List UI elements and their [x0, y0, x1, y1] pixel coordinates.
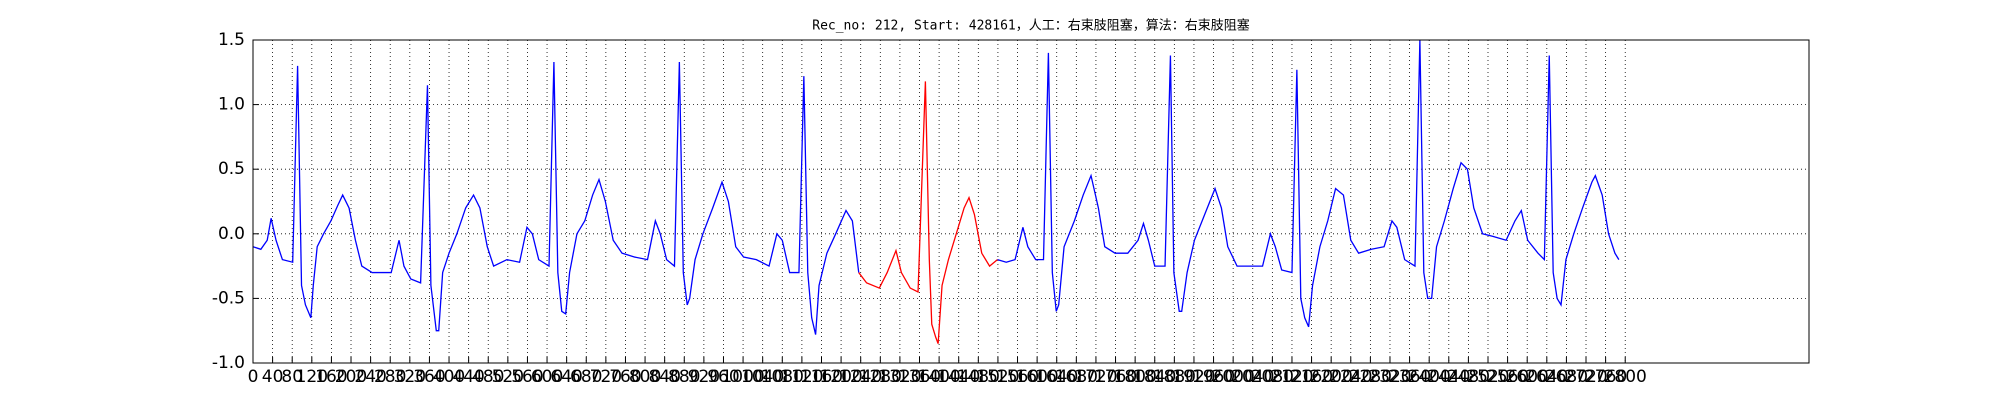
ecg-line — [252, 39, 1620, 335]
x-tick-label: 480 — [472, 367, 504, 387]
x-tick-label: 1800 — [1114, 367, 1157, 387]
y-tick-label: 1.5 — [218, 30, 245, 50]
x-tick-label: 2440 — [1427, 367, 1470, 387]
x-tick-label: 1480 — [957, 367, 1000, 387]
x-tick-label: 1520 — [976, 367, 1019, 387]
x-tick-label: 80 — [281, 367, 303, 387]
x-tick-label: 640 — [550, 367, 582, 387]
x-tick-label: 2600 — [1506, 367, 1549, 387]
x-tick-label: 920 — [688, 367, 720, 387]
x-tick-label: 2080 — [1251, 367, 1294, 387]
x-tick-label: 2040 — [1231, 367, 1274, 387]
x-tick-label: 1080 — [761, 367, 804, 387]
x-tick-label: 760 — [609, 367, 641, 387]
x-tick-label: 1240 — [839, 367, 882, 387]
x-tick-label: 2640 — [1525, 367, 1568, 387]
x-tick-label: 960 — [707, 367, 739, 387]
x-tick-label: 680 — [570, 367, 602, 387]
x-tick-label: 1560 — [996, 367, 1039, 387]
x-tick-label: 520 — [492, 367, 524, 387]
y-tick-label: -1.0 — [212, 353, 245, 373]
chart-title: Rec_no: 212, Start: 428161，人工：右束肢阻塞，算法：右… — [812, 18, 1250, 34]
x-tick-label: 280 — [374, 367, 406, 387]
x-tick-label: 2720 — [1564, 367, 1607, 387]
x-tick-label: 240 — [354, 367, 386, 387]
x-tick-label: 1840 — [1133, 367, 1176, 387]
y-tick-label: 0.0 — [218, 224, 245, 244]
x-tick-label: 1280 — [859, 367, 902, 387]
x-tick-label: 200 — [335, 367, 367, 387]
x-tick-label: 2760 — [1584, 367, 1627, 387]
x-tick-label: 440 — [452, 367, 484, 387]
y-tick-label: 1.0 — [218, 95, 245, 115]
x-tick-label: 720 — [590, 367, 622, 387]
x-tick-label: 800 — [629, 367, 661, 387]
x-tick-label: 120 — [296, 367, 328, 387]
x-tick-label: 840 — [648, 367, 680, 387]
y-tick-label: -0.5 — [212, 288, 245, 308]
x-tick-label: 1600 — [1015, 367, 1058, 387]
x-tick-label: 1040 — [741, 367, 784, 387]
x-tick-label: 2560 — [1486, 367, 1529, 387]
x-tick-label: 1880 — [1153, 367, 1196, 387]
x-tick-label: 2280 — [1349, 367, 1392, 387]
x-tick-label: 1120 — [780, 367, 823, 387]
x-tick-label: 40 — [262, 367, 284, 387]
x-tick-label: 2240 — [1329, 367, 1372, 387]
x-tick-label: 2400 — [1408, 367, 1451, 387]
y-tick-label: 0.5 — [218, 159, 245, 179]
x-tick-label: 1400 — [917, 367, 960, 387]
x-tick-label: 2000 — [1212, 367, 1255, 387]
x-tick-label: 160 — [315, 367, 347, 387]
x-tick-label: 1760 — [1094, 367, 1137, 387]
x-tick-label: 320 — [394, 367, 426, 387]
x-tick-label: 400 — [433, 367, 465, 387]
x-tick-label: 560 — [511, 367, 543, 387]
x-tick-label: 1920 — [1172, 367, 1215, 387]
x-tick-label: 0 — [248, 367, 259, 387]
x-tick-label: 1960 — [1192, 367, 1235, 387]
plot-frame — [252, 39, 1810, 364]
x-tick-label: 2320 — [1368, 367, 1411, 387]
x-tick-label: 2520 — [1466, 367, 1509, 387]
x-tick-label: 2800 — [1604, 367, 1647, 387]
x-tick-label: 360 — [413, 367, 445, 387]
x-tick-label: 1640 — [1035, 367, 1078, 387]
x-tick-label: 2120 — [1270, 367, 1313, 387]
x-tick-label: 1360 — [898, 367, 941, 387]
x-tick-label: 1440 — [937, 367, 980, 387]
x-tick-label: 880 — [668, 367, 700, 387]
x-tick-label: 600 — [531, 367, 563, 387]
x-tick-label: 2200 — [1310, 367, 1353, 387]
x-tick-label: 2480 — [1447, 367, 1490, 387]
x-tick-label: 2360 — [1388, 367, 1431, 387]
x-tick-label: 1320 — [878, 367, 921, 387]
x-tick-label: 1200 — [819, 367, 862, 387]
x-tick-label: 1680 — [1055, 367, 1098, 387]
x-tick-label: 2160 — [1290, 367, 1333, 387]
ecg-line — [858, 81, 998, 344]
x-tick-label: 1160 — [800, 367, 843, 387]
x-tick-label: 2680 — [1545, 367, 1588, 387]
x-tick-label: 1000 — [721, 367, 764, 387]
x-tick-label: 1720 — [1074, 367, 1117, 387]
